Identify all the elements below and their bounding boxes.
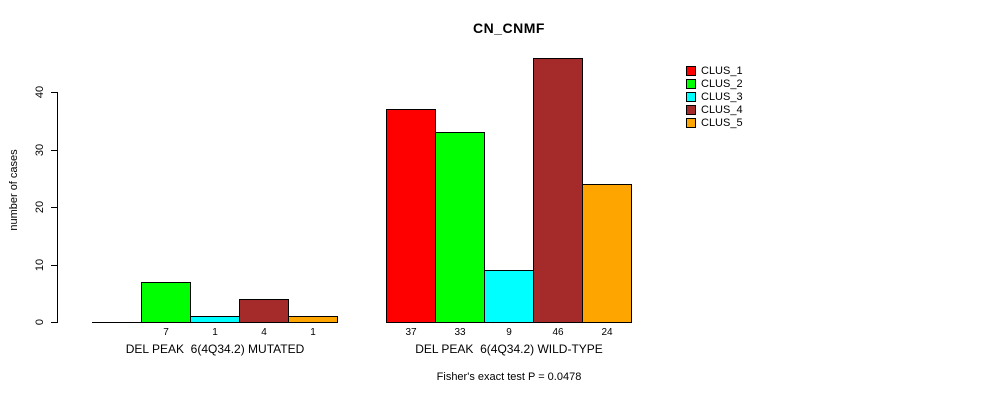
y-axis-tick xyxy=(51,322,58,323)
y-axis-tick-label: 20 xyxy=(34,200,46,214)
bar-value-label: 37 xyxy=(405,327,417,338)
legend-item-label: CLUS_1 xyxy=(701,65,743,77)
y-axis-tick-label: 30 xyxy=(34,143,46,156)
legend-color-swatch xyxy=(686,92,696,102)
bar-CLUS_1 xyxy=(386,109,436,323)
legend-color-swatch xyxy=(686,118,696,128)
bar-CLUS_2 xyxy=(435,132,485,323)
bar-value-label: 1 xyxy=(310,327,316,338)
y-axis-tick xyxy=(51,149,58,151)
legend-item: CLUS_1 xyxy=(686,65,743,78)
legend-item: CLUS_5 xyxy=(686,117,743,130)
bar-value-label: 1 xyxy=(212,327,218,338)
bar-CLUS_2 xyxy=(141,281,191,323)
y-axis-tick xyxy=(51,92,58,93)
bar-CLUS_3 xyxy=(190,316,240,323)
y-axis-tick-label: 40 xyxy=(34,85,46,99)
y-axis-label: number of cases xyxy=(8,149,20,231)
chart-title: CN_CNMF xyxy=(473,20,545,36)
bar-CLUS_4 xyxy=(533,57,583,323)
legend-item: CLUS_4 xyxy=(686,104,743,117)
annotation-fisher-test: Fisher's exact test P = 0.0478 xyxy=(436,371,582,383)
bar-value-label: 46 xyxy=(552,327,564,338)
bar-CLUS_1 xyxy=(92,322,142,323)
bar-value-label: 7 xyxy=(163,327,169,338)
bar-CLUS_5 xyxy=(582,184,632,323)
bar-CLUS_5 xyxy=(288,316,338,323)
y-axis-tick xyxy=(51,264,58,266)
legend-color-swatch xyxy=(686,66,696,76)
legend-item-label: CLUS_3 xyxy=(701,91,743,103)
legend: CLUS_1 CLUS_2 CLUS_3 CLUS_4 CLUS_5 xyxy=(686,65,743,130)
legend-item: CLUS_3 xyxy=(686,91,743,104)
legend-item: CLUS_2 xyxy=(686,78,743,91)
x-group-label: DEL PEAK 6(4Q34.2) WILD-TYPE xyxy=(415,342,603,356)
bar-value-label: 9 xyxy=(506,327,512,338)
y-axis-tick-label: 10 xyxy=(34,258,46,271)
bar-CLUS_3 xyxy=(484,270,534,323)
bar-value-label: 33 xyxy=(454,327,466,338)
y-axis-tick-label: 0 xyxy=(34,318,46,326)
y-axis-tick xyxy=(51,207,58,208)
legend-color-swatch xyxy=(686,79,696,89)
x-group-label: DEL PEAK 6(4Q34.2) MUTATED xyxy=(125,342,305,356)
legend-item-label: CLUS_4 xyxy=(701,104,743,116)
legend-item-label: CLUS_2 xyxy=(701,78,743,90)
legend-item-label: CLUS_5 xyxy=(701,117,743,129)
bar-value-label: 24 xyxy=(601,327,613,338)
bar-CLUS_4 xyxy=(239,299,289,323)
legend-color-swatch xyxy=(686,105,696,115)
bar-value-label: 4 xyxy=(261,327,267,338)
